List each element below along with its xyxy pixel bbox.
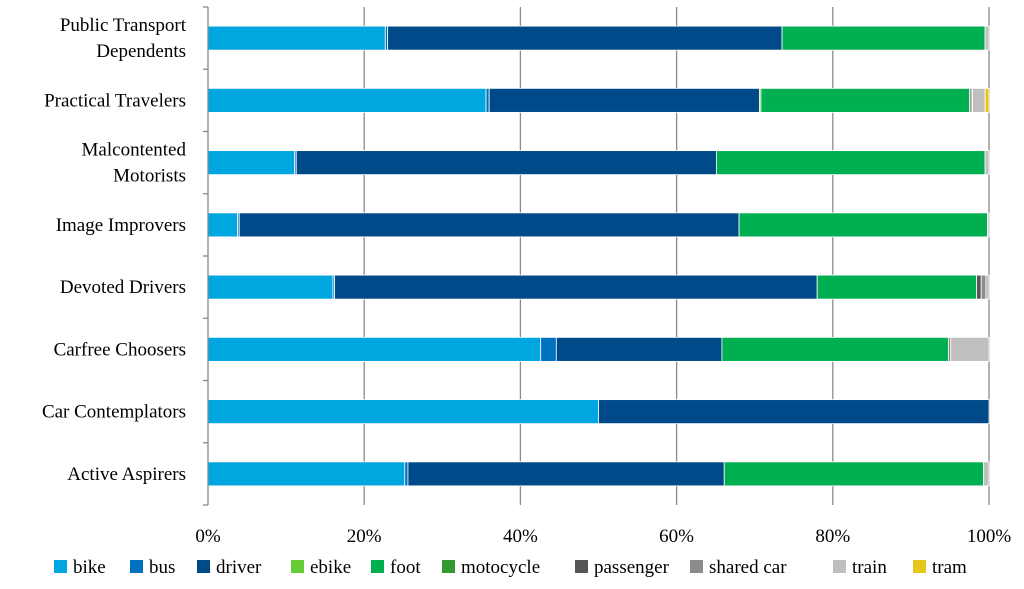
bar-segment-driver [295, 150, 717, 176]
legend-swatch [575, 560, 588, 573]
bar-segment-driver [488, 87, 760, 113]
bar-segment-driver [555, 336, 723, 362]
bar-segment-driver [407, 461, 725, 487]
x-tick-label: 100% [967, 526, 1012, 547]
legend-label: passenger [594, 557, 670, 578]
legend-label: bike [73, 557, 106, 578]
legend-swatch [690, 560, 703, 573]
bar-segment-foot [723, 461, 984, 487]
bar-segment-driver [238, 212, 740, 238]
bar-segment-foot [721, 336, 949, 362]
bar-segment-foot [781, 25, 986, 51]
bar-segment-passenger [976, 274, 982, 300]
category-label: Motorists [113, 166, 186, 187]
legend-label: foot [390, 557, 421, 578]
bar-segment-driver [334, 274, 818, 300]
legend: bike bus driver ebike foot motocycle passenger… [54, 557, 967, 578]
category-label: Car Contemplators [42, 402, 186, 423]
bar-segment-train [983, 461, 990, 487]
legend-label: shared car [709, 557, 787, 578]
bars [207, 25, 990, 487]
category-label: Image Improvers [56, 215, 186, 236]
bar-segment-shared-car [980, 274, 987, 300]
bar-segment-bike [207, 212, 239, 238]
category-label: Practical Travelers [44, 90, 186, 111]
category-label: Carfree Choosers [54, 339, 186, 360]
legend-label: driver [216, 557, 262, 578]
bar-segment-driver [387, 25, 783, 51]
legend-swatch [197, 560, 210, 573]
bar-segment-train [984, 150, 990, 176]
x-tick-label: 60% [659, 526, 694, 547]
bar-segment-bike [207, 150, 296, 176]
legend-swatch [130, 560, 143, 573]
bar-segment-bike [207, 25, 386, 51]
legend-swatch [442, 560, 455, 573]
legend-label: tram [932, 557, 967, 578]
bar-segment-bus [540, 336, 557, 362]
bar-segment-train [985, 274, 990, 300]
legend-swatch [291, 560, 304, 573]
legend-swatch [371, 560, 384, 573]
x-tick-label: 80% [815, 526, 850, 547]
legend-label: train [852, 557, 887, 578]
bar-segment-foot [738, 212, 988, 238]
bar-segment-bike [207, 87, 487, 113]
legend-swatch [913, 560, 926, 573]
bar-segment-tram [984, 87, 990, 113]
x-tick-label: 40% [503, 526, 538, 547]
x-tick-labels: 0% 20% 40% 60% 80% 100% [195, 526, 1011, 547]
gridlines [363, 7, 990, 505]
category-label: Dependents [96, 41, 186, 62]
bar-segment-train [984, 25, 990, 51]
legend-label: bus [149, 557, 175, 578]
bar-segment-bus [404, 461, 409, 487]
bar-segment-foot [816, 274, 977, 300]
bar-segment-bus [485, 87, 490, 113]
bar-segment-foot [716, 150, 986, 176]
x-tick-label: 20% [347, 526, 382, 547]
category-labels: Public Transport Dependents Practical Trav… [42, 15, 187, 485]
bar-segment-driver [598, 399, 990, 425]
bar-segment-train [987, 212, 990, 238]
legend-label: motocycle [461, 557, 540, 578]
legend-swatch [54, 560, 67, 573]
category-label: Devoted Drivers [60, 277, 186, 298]
bar-segment-bike [207, 399, 599, 425]
bar-segment-train [972, 87, 986, 113]
bar-segment-bike [207, 461, 406, 487]
legend-label: ebike [310, 557, 351, 578]
legend-swatch [833, 560, 846, 573]
bar-segment-train [950, 336, 990, 362]
category-label: Public Transport [60, 15, 187, 36]
axes [203, 6, 209, 506]
bar-segment-bike [207, 336, 542, 362]
category-label: Malcontented [82, 140, 187, 161]
x-tick-label: 0% [195, 526, 221, 547]
bar-segment-bike [207, 274, 334, 300]
bar-segment-foot [760, 87, 970, 113]
category-label: Active Aspirers [67, 464, 186, 485]
